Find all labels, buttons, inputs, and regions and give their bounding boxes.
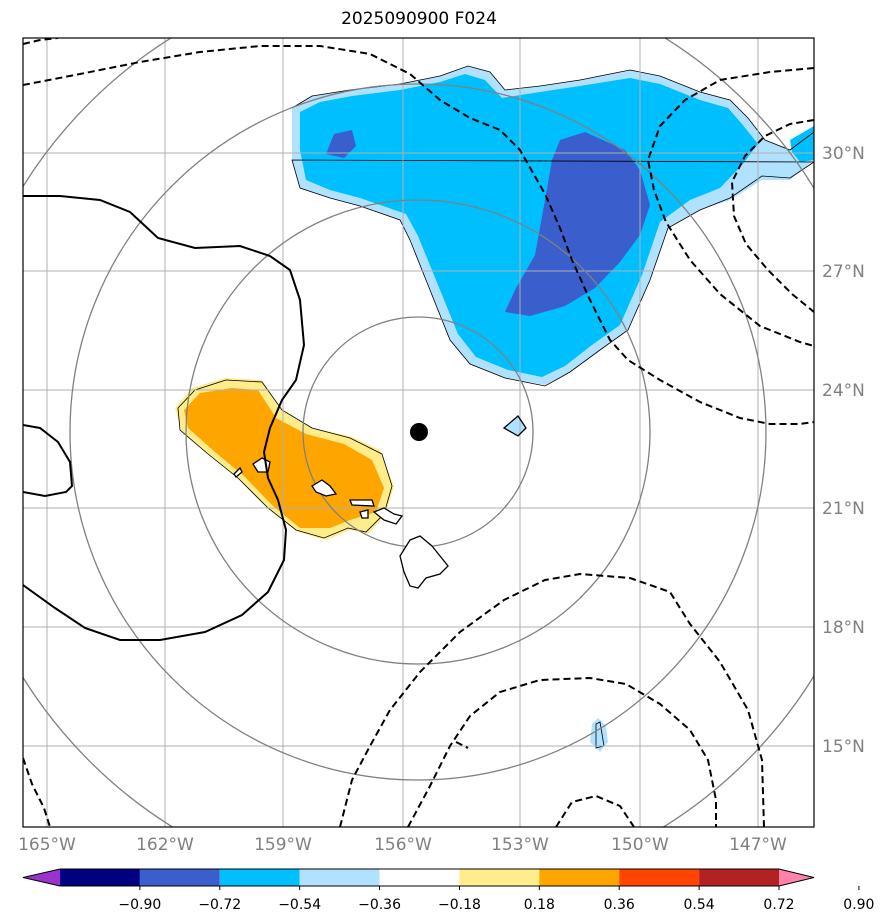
lon-label: 165°W (18, 835, 76, 855)
colorbar-tick-label: −0.18 (438, 897, 481, 913)
colorbar-tick-label: 0.54 (684, 897, 715, 913)
lat-label: 30°N (822, 144, 865, 164)
colorbar-segment (60, 869, 140, 886)
colorbar-outline (22, 868, 815, 887)
negative-anomaly-mid (300, 74, 758, 377)
island-ne-small (502, 415, 527, 437)
dashed-contour-2 (23, 45, 814, 425)
map-frame (22, 37, 815, 828)
colorbar-tick-label: −0.90 (118, 897, 161, 913)
colorbar-tick-label: 0.90 (843, 897, 874, 913)
lon-label: 150°W (611, 835, 669, 855)
solid-contour (23, 195, 306, 641)
colorbar-segment (139, 869, 220, 886)
lat-axis-labels: 30°N 27°N 24°N 21°N 18°N 15°N (822, 144, 865, 757)
lon-label: 162°W (136, 835, 194, 855)
solid-contour-west (23, 424, 74, 498)
colorbar: −0.90 −0.72 −0.54 −0.36 −0.18 0.18 0.36 0.54 0.7… (22, 868, 874, 913)
colorbar-tick-label: 0.72 (763, 897, 794, 913)
colorbar-extend-low (23, 869, 60, 886)
colorbar-segment (459, 869, 540, 886)
dashed-contour-4 (730, 119, 814, 313)
hawaiian-islands (233, 415, 527, 589)
lat-lon-grid (23, 38, 814, 827)
lat-label: 27°N (822, 262, 865, 282)
island-oahu (311, 479, 338, 497)
lon-axis-labels: 165°W 162°W 159°W 156°W 153°W 150°W 147°… (18, 835, 787, 855)
colorbar-segment (699, 869, 779, 886)
island-lanai (359, 509, 369, 519)
lon-label: 147°W (729, 835, 787, 855)
colorbar-extend-high (779, 869, 814, 886)
island-big-island (399, 535, 449, 589)
lat-label: 15°N (822, 737, 865, 757)
colorbar-tick-label: 0.18 (524, 897, 555, 913)
colorbar-tick-label: −0.36 (358, 897, 401, 913)
colorbar-segment (219, 869, 300, 886)
lat-label: 24°N (822, 381, 865, 401)
colorbar-segment (539, 869, 620, 886)
colorbar-segment (299, 869, 380, 886)
dashed-contour-9 (455, 741, 469, 749)
dashed-contours (23, 38, 814, 827)
lon-label: 156°W (374, 835, 432, 855)
range-rings (23, 38, 814, 827)
colorbar-tick-label: −0.72 (198, 897, 241, 913)
colorbar-tick-label: 0.36 (604, 897, 635, 913)
map-title: 2025090900 F024 (341, 9, 497, 29)
colorbar-segment (619, 869, 700, 886)
map-plot (23, 38, 814, 827)
center-point-marker (410, 423, 428, 441)
dashed-contour-1 (23, 38, 59, 45)
island-niihau (233, 466, 243, 478)
lon-label: 153°W (491, 835, 549, 855)
dashed-contour-8 (23, 757, 51, 827)
negative-anomaly-small (326, 130, 356, 158)
island-molokai (349, 499, 375, 507)
dashed-contour-6 (407, 676, 717, 827)
lat-label: 21°N (822, 499, 865, 519)
lon-label: 159°W (254, 835, 312, 855)
colorbar-segment (379, 869, 460, 886)
colorbar-tick-label: −0.54 (278, 897, 321, 913)
lat-label: 18°N (822, 618, 865, 638)
dashed-contour-3 (646, 67, 814, 347)
dashed-contour-5 (339, 572, 765, 827)
island-maui (372, 507, 404, 525)
negative-anomaly-core (505, 132, 650, 316)
dashed-contour-7 (555, 794, 635, 827)
